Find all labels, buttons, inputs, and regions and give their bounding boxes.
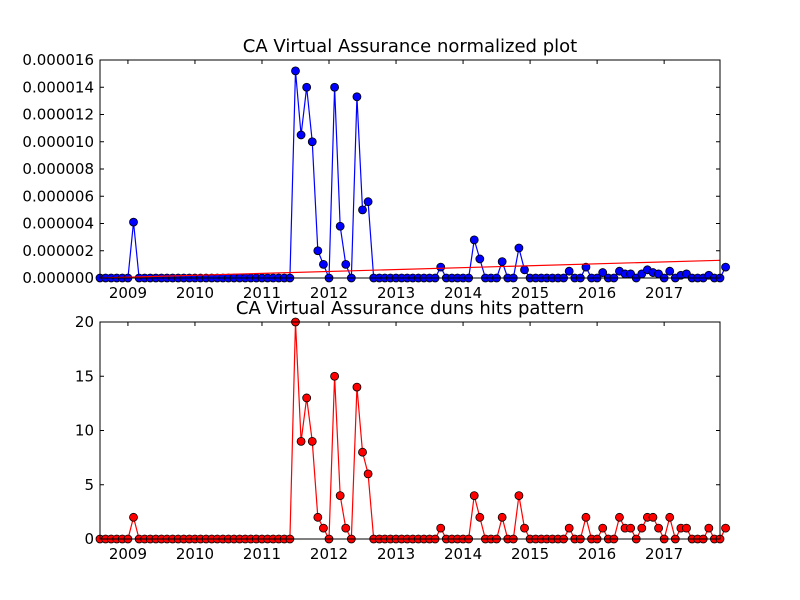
chart1-data-point	[364, 198, 372, 206]
chart2-data-point	[498, 513, 506, 521]
chart2-xtick-label: 2016	[578, 545, 616, 563]
chart1-data-point	[476, 255, 484, 263]
chart1-data-point	[336, 222, 344, 230]
chart2-xtick-label: 2010	[176, 545, 214, 563]
chart2-data-point	[353, 383, 361, 391]
chart2-data-point	[359, 448, 367, 456]
chart2-data-point	[437, 524, 445, 532]
chart1-xtick-label: 2010	[176, 284, 214, 302]
chart1-data-point	[291, 67, 299, 75]
chart2-data-point	[615, 513, 623, 521]
chart1-data-point	[666, 267, 674, 275]
chart2-data-point	[521, 524, 529, 532]
chart2-data-point	[705, 524, 713, 532]
chart2-data-point	[331, 372, 339, 380]
chart2-data-point	[565, 524, 573, 532]
chart2-ytick-label: 20	[75, 313, 94, 331]
chart2-data-point	[476, 513, 484, 521]
chart1-data-point	[331, 83, 339, 91]
chart1-data-point	[342, 260, 350, 268]
chart1-data-point	[515, 244, 523, 252]
chart2-data-point	[599, 524, 607, 532]
chart2-data-point	[655, 524, 663, 532]
chart1-data-point	[303, 83, 311, 91]
chart1-ytick-label: 0.000008	[22, 160, 94, 178]
chart2-xtick-label: 2014	[444, 545, 482, 563]
chart2-xtick-label: 2017	[645, 545, 683, 563]
chart1-ytick-label: 0.000006	[22, 187, 94, 205]
chart1-data-point	[521, 266, 529, 274]
chart1-data-point	[130, 218, 138, 226]
chart2-ytick-label: 5	[84, 476, 94, 494]
chart1-xtick-label: 2017	[645, 284, 683, 302]
chart1-title: CA Virtual Assurance normalized plot	[243, 36, 577, 57]
chart2-data-point	[722, 524, 730, 532]
chart1-ytick-label: 0.000016	[22, 51, 94, 69]
chart1-data-point	[470, 236, 478, 244]
chart1-data-point	[297, 131, 305, 139]
chart2-data-point	[682, 524, 690, 532]
chart2-data-point	[638, 524, 646, 532]
chart2-data-point	[364, 470, 372, 478]
chart2-xtick-label: 2011	[243, 545, 281, 563]
chart2-data-point	[314, 513, 322, 521]
chart1-data-point	[359, 206, 367, 214]
chart1-ytick-label: 0.000000	[22, 269, 94, 287]
chart2-data-point	[666, 513, 674, 521]
chart1-data-point	[565, 267, 573, 275]
chart2-data-point	[470, 492, 478, 500]
chart2-data-point	[308, 437, 316, 445]
chart2-data-point	[649, 513, 657, 521]
chart1-data-point	[308, 138, 316, 146]
chart2-xtick-label: 2013	[377, 545, 415, 563]
chart2-data-point	[515, 492, 523, 500]
chart1-data-point	[353, 93, 361, 101]
chart2-data-point	[319, 524, 327, 532]
chart1-ytick-label: 0.000014	[22, 78, 94, 96]
chart1-plot-frame	[100, 60, 720, 278]
chart2-xtick-label: 2009	[109, 545, 147, 563]
chart1-series-line	[100, 71, 726, 278]
chart2-data-point	[297, 437, 305, 445]
chart2-data-point	[582, 513, 590, 521]
chart2-title: CA Virtual Assurance duns hits pattern	[236, 298, 584, 319]
chart2-data-point	[303, 394, 311, 402]
chart2-xtick-label: 2012	[310, 545, 348, 563]
chart1-ytick-label: 0.000002	[22, 242, 94, 260]
chart2-data-point	[342, 524, 350, 532]
chart1-data-point	[722, 263, 730, 271]
chart1-ytick-label: 0.000004	[22, 215, 94, 233]
chart2-ytick-label: 10	[75, 422, 94, 440]
chart1-data-point	[498, 258, 506, 266]
chart2-series-line	[100, 322, 726, 539]
chart2-data-point	[627, 524, 635, 532]
chart2-data-point	[130, 513, 138, 521]
chart2-xtick-label: 2015	[511, 545, 549, 563]
chart2-plot-frame	[100, 322, 720, 539]
chart1-data-point	[314, 247, 322, 255]
chart1-xtick-label: 2009	[109, 284, 147, 302]
chart2-ytick-label: 15	[75, 367, 94, 385]
chart1-data-point	[319, 260, 327, 268]
chart1-data-point	[437, 263, 445, 271]
chart2-data-point	[336, 492, 344, 500]
chart2-ytick-label: 0	[84, 530, 94, 548]
chart1-ytick-label: 0.000012	[22, 106, 94, 124]
chart1-ytick-label: 0.000010	[22, 133, 94, 151]
